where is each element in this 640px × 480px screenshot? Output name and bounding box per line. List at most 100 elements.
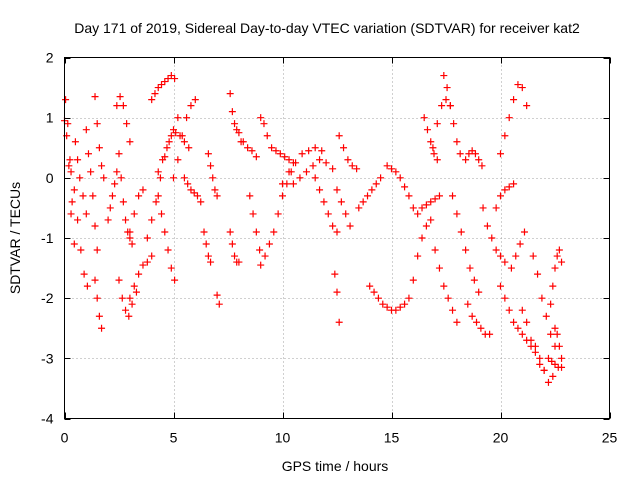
data-point — [231, 120, 239, 128]
series-track-09 — [113, 93, 134, 146]
data-point — [427, 216, 435, 224]
data-point — [401, 300, 409, 308]
series-track-41 — [420, 114, 441, 164]
data-point — [139, 186, 147, 194]
data-point — [119, 198, 127, 206]
series-track-12 — [126, 252, 156, 302]
data-point — [156, 174, 164, 182]
data-point — [435, 264, 443, 272]
data-point — [462, 246, 470, 254]
data-point — [392, 168, 400, 176]
data-point — [161, 228, 169, 236]
data-point — [370, 288, 378, 296]
data-point — [418, 234, 426, 242]
data-point — [135, 270, 143, 278]
data-point — [510, 180, 518, 188]
data-point — [200, 228, 208, 236]
data-point — [184, 180, 192, 188]
data-point — [193, 192, 201, 200]
series-track-11 — [115, 276, 140, 320]
data-point — [111, 180, 119, 188]
data-point — [68, 198, 76, 206]
data-point — [235, 129, 243, 137]
data-point — [492, 246, 500, 254]
series-track-08 — [104, 168, 121, 224]
data-point — [420, 114, 428, 122]
data-point — [211, 186, 219, 194]
data-point — [83, 282, 91, 290]
data-point — [151, 90, 159, 98]
data-point — [435, 192, 443, 200]
data-point — [446, 102, 454, 110]
data-point — [479, 204, 487, 212]
data-point — [414, 210, 422, 218]
x-axis-label: GPS time / hours — [282, 458, 389, 474]
data-point — [333, 288, 341, 296]
data-point — [379, 300, 387, 308]
data-point — [158, 210, 166, 218]
data-point — [505, 306, 513, 314]
data-point — [270, 228, 278, 236]
data-point — [279, 192, 286, 200]
series-track-24 — [226, 228, 243, 266]
data-point — [159, 156, 167, 164]
data-point — [285, 168, 293, 176]
axis-ticks — [64, 57, 611, 420]
data-point — [66, 156, 74, 164]
data-point — [433, 120, 441, 128]
data-point — [64, 120, 72, 128]
series-track-39 — [405, 216, 435, 302]
data-point — [289, 180, 297, 188]
data-point — [93, 120, 101, 128]
data-point — [84, 150, 92, 158]
data-point — [98, 162, 106, 170]
series-track-36 — [355, 174, 385, 212]
data-point — [449, 306, 457, 314]
data-point — [148, 216, 156, 224]
data-point — [213, 291, 221, 299]
data-point — [547, 300, 555, 308]
data-point — [263, 132, 271, 140]
x-tick-label: 25 — [602, 430, 618, 446]
data-point — [143, 234, 151, 242]
data-point — [252, 228, 260, 236]
series-track-50 — [497, 81, 531, 158]
series-track-38 — [383, 162, 417, 212]
data-point — [246, 192, 254, 200]
data-point — [558, 258, 566, 266]
data-point — [115, 150, 123, 158]
data-point — [164, 246, 172, 254]
data-point — [423, 126, 431, 134]
data-point — [187, 102, 195, 110]
data-point — [70, 186, 78, 194]
data-point — [244, 144, 252, 152]
data-point — [431, 246, 439, 254]
data-point — [143, 258, 151, 266]
data-point — [67, 168, 75, 176]
data-point — [91, 222, 99, 230]
data-point — [501, 294, 509, 302]
series-track-37 — [366, 282, 409, 314]
data-point — [104, 216, 112, 224]
series-track-43 — [440, 72, 464, 158]
data-point — [132, 288, 140, 296]
data-point — [163, 144, 171, 152]
series-track-58 — [551, 324, 566, 362]
y-tick-label: -2 — [41, 290, 54, 306]
data-point — [207, 162, 215, 170]
series-track-56 — [547, 246, 566, 308]
data-point — [359, 198, 367, 206]
data-point — [558, 363, 566, 371]
series-track-40 — [414, 192, 443, 218]
data-point — [318, 147, 326, 155]
data-point — [65, 162, 73, 170]
data-point — [197, 198, 205, 206]
data-point — [333, 186, 341, 194]
data-point — [171, 276, 179, 284]
data-point — [292, 159, 300, 167]
data-point — [89, 192, 97, 200]
series-track-17 — [154, 192, 179, 284]
data-point — [443, 84, 451, 92]
data-point — [457, 228, 465, 236]
